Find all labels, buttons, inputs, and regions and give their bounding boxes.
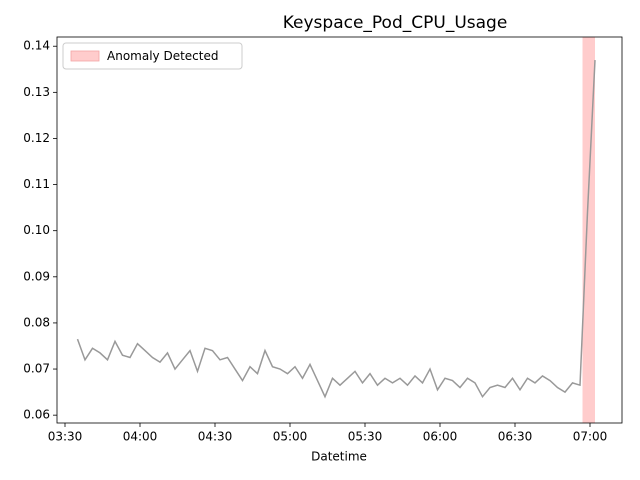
chart-title: Keyspace_Pod_CPU_Usage	[283, 13, 508, 33]
plot-frame	[56, 36, 623, 424]
y-tick-label: 0.13	[23, 85, 50, 99]
data-line	[76, 60, 596, 399]
x-tick-label: 06:00	[423, 430, 458, 444]
legend-swatch	[70, 50, 100, 62]
y-tick-label: 0.14	[23, 39, 50, 53]
y-tick-label: 0.10	[23, 223, 50, 237]
x-tick-label: 05:00	[273, 430, 308, 444]
legend-label: Anomaly Detected	[107, 49, 218, 63]
x-tick-label: 03:30	[48, 430, 83, 444]
legend-box	[62, 42, 243, 70]
x-tick-label: 04:30	[198, 430, 233, 444]
y-tick-label: 0.07	[23, 362, 50, 376]
x-tick-label: 04:00	[123, 430, 158, 444]
x-axis-label: Datetime	[311, 450, 367, 464]
x-tick-label: 07:00	[573, 430, 608, 444]
y-tick-label: 0.09	[23, 269, 50, 283]
y-tick-label: 0.11	[23, 177, 50, 191]
y-tick-label: 0.06	[23, 408, 50, 422]
x-tick-label: 05:30	[348, 430, 383, 444]
y-tick-label: 0.08	[23, 315, 50, 329]
x-tick-label: 06:30	[498, 430, 533, 444]
y-tick-label: 0.12	[23, 131, 50, 145]
